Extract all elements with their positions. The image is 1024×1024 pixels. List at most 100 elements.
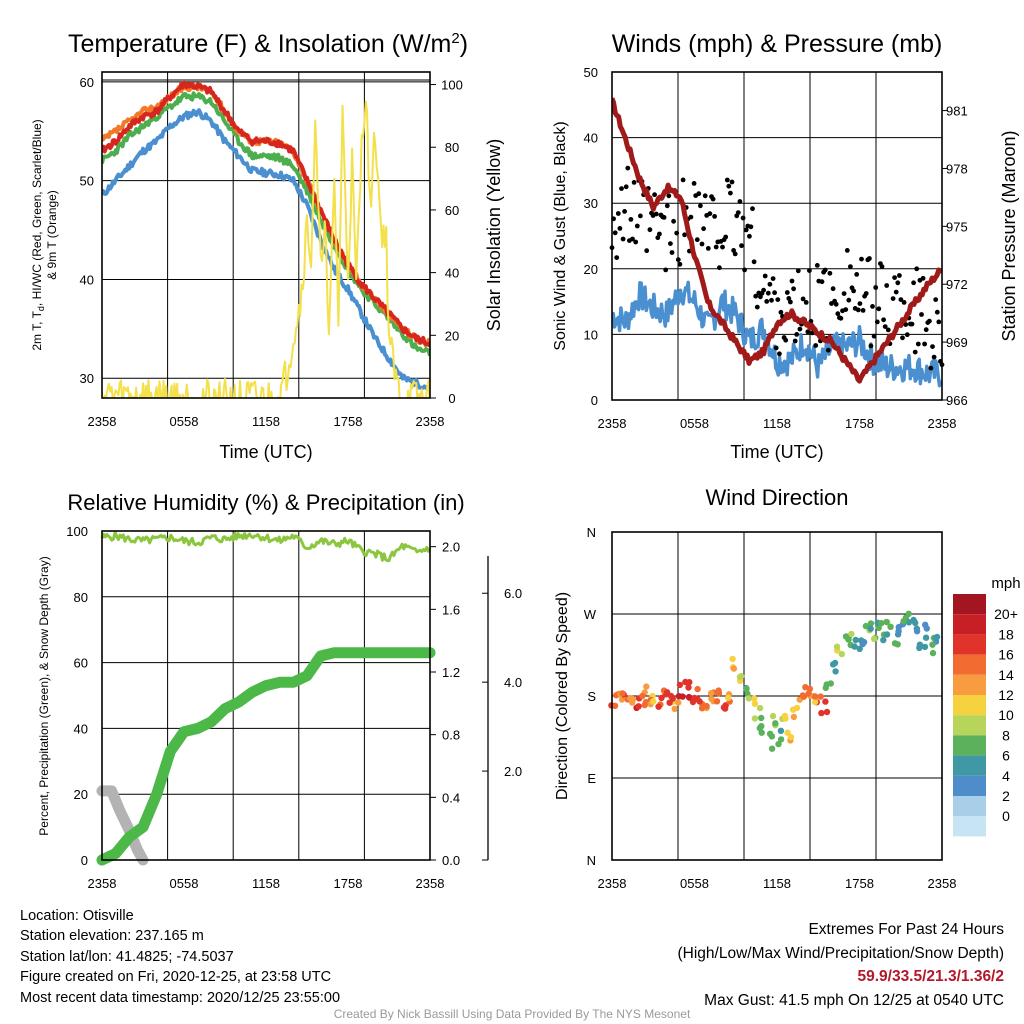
dir-point xyxy=(900,618,907,625)
gust-dot xyxy=(904,332,910,338)
dir-point xyxy=(823,708,831,716)
extremes-title: Extremes For Past 24 Hours xyxy=(808,921,1004,938)
dir-point xyxy=(650,698,657,705)
gust-dot xyxy=(677,261,683,267)
max-gust-text: Max Gust: 41.5 mph On 12/25 at 0540 UTC xyxy=(704,991,1004,1009)
gust-dot xyxy=(701,226,706,232)
pressure-tick-label: 981 xyxy=(946,104,968,119)
dir-point xyxy=(883,618,890,626)
dir-x-tick-label: 2358 xyxy=(928,876,957,891)
gust-dot xyxy=(634,223,640,229)
dir-point xyxy=(729,655,736,663)
dir-point xyxy=(751,700,759,707)
gust-dot xyxy=(748,224,754,230)
gust-dot xyxy=(675,257,681,263)
dir-point xyxy=(856,645,863,652)
wind-y-tick-label: 50 xyxy=(584,65,598,80)
pressure-tick-label: 969 xyxy=(946,335,968,350)
gust-dot xyxy=(873,285,879,290)
gust-dot xyxy=(784,290,790,295)
extremes-panel: Extremes For Past 24 Hours (High/Low/Max… xyxy=(678,918,1005,1012)
pressure-tick-label: 966 xyxy=(946,393,968,408)
dir-point xyxy=(691,694,698,702)
wind-y-label: Sonic Wind & Gust (Blue, Black) xyxy=(552,121,569,350)
wind-y-tick-label: 40 xyxy=(584,131,598,146)
gust-dot xyxy=(874,319,880,325)
pressure-tick-label: 972 xyxy=(946,277,968,292)
precip-line xyxy=(96,647,436,866)
gust-dot xyxy=(614,255,620,260)
wind-y-tick-label: 20 xyxy=(584,262,598,277)
rh-x-tick-label: 2358 xyxy=(416,876,445,891)
dir-point xyxy=(883,631,891,638)
gust-dot xyxy=(914,266,920,272)
precip-tick-label: 0.4 xyxy=(442,790,460,805)
gust-dot xyxy=(795,268,801,274)
gust-dot xyxy=(619,186,624,192)
temp-frame xyxy=(101,71,431,399)
dir-point xyxy=(775,740,782,748)
dir-point xyxy=(643,683,650,690)
dir-point xyxy=(860,638,868,646)
dir-frame xyxy=(611,531,943,861)
gust-dot xyxy=(615,211,621,216)
dir-point xyxy=(922,634,930,641)
dir-point xyxy=(618,696,626,703)
legend-swatch xyxy=(953,816,986,837)
dir-point xyxy=(756,704,764,712)
dir-point xyxy=(895,628,902,635)
temp-y-tick-label: 50 xyxy=(80,174,94,189)
dir-point xyxy=(929,649,937,657)
gust-dot xyxy=(726,183,732,189)
gust-dot xyxy=(819,279,825,285)
legend-label: 2 xyxy=(1002,788,1010,804)
dir-point xyxy=(811,698,819,706)
gust-dot xyxy=(792,338,798,344)
dir-point xyxy=(685,693,693,701)
gust-dot xyxy=(934,309,940,315)
gust-dot xyxy=(657,231,662,237)
dir-x-tick-label: 1758 xyxy=(845,876,874,891)
legend-swatch xyxy=(953,715,986,736)
wind-frame xyxy=(611,71,943,401)
wind-speed-line xyxy=(612,280,942,388)
gust-dot xyxy=(653,211,659,217)
gust-dot xyxy=(903,322,909,327)
gust-dot xyxy=(699,241,705,247)
precip-tick-label: 0.0 xyxy=(442,853,460,868)
legend-label: 6 xyxy=(1002,748,1010,764)
wind-x-tick-label: 1158 xyxy=(763,416,791,431)
rh-y-tick-label: 60 xyxy=(74,656,88,671)
dir-point xyxy=(887,623,894,630)
wind-x-tick-label: 1758 xyxy=(845,416,874,431)
gust-dot xyxy=(909,321,915,327)
gust-dot xyxy=(789,278,795,284)
gust-dot xyxy=(848,264,853,269)
gust-dot xyxy=(855,307,861,313)
dir-y-tick-label: E xyxy=(587,771,596,786)
gust-dot xyxy=(724,177,730,183)
gust-dot xyxy=(666,193,672,199)
dir-x-tick-label: 2358 xyxy=(598,876,627,891)
dir-y-tick-label: N xyxy=(587,853,596,868)
legend-label: 8 xyxy=(1002,727,1010,743)
rh-y-label: Percent, Precipitation (Green), & Snow D… xyxy=(37,556,51,835)
gust-dot xyxy=(857,301,863,306)
gust-dot xyxy=(688,214,694,220)
legend-label: 18 xyxy=(998,626,1014,642)
dir-point xyxy=(787,733,795,741)
dir-y-tick-label: S xyxy=(587,689,596,704)
gust-dot xyxy=(764,299,770,304)
gust-dot xyxy=(620,236,626,242)
dir-point xyxy=(641,701,648,709)
temp-y-tick-label: 60 xyxy=(80,75,94,90)
gust-dot xyxy=(931,354,937,360)
gust-dot xyxy=(694,237,700,243)
rh-x-tick-label: 2358 xyxy=(88,876,117,891)
dir-point xyxy=(676,681,684,689)
gust-dot xyxy=(669,250,675,255)
dir-point xyxy=(629,699,636,706)
temp-x-tick-label: 1158 xyxy=(252,414,280,429)
gust-dot xyxy=(652,192,657,198)
dir-point xyxy=(922,621,929,628)
